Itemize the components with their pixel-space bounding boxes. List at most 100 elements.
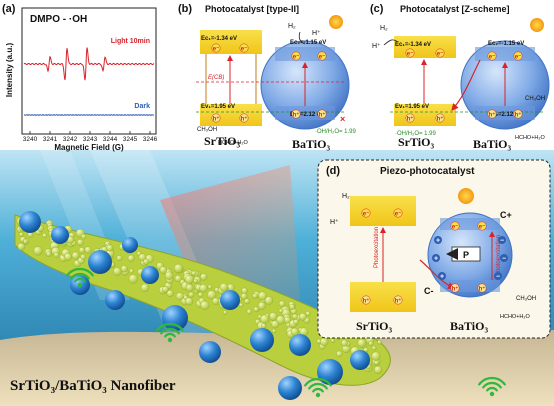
batio3-label: BaTiO₃ [292,137,330,151]
panel-d: (d) Piezo-photocatalyst Photoexcitation … [317,159,551,339]
panel-d-label: (d) [326,165,340,177]
fiber-grain [271,320,280,329]
x-tick-label: 3241 [43,136,58,143]
hole-marker [477,283,487,293]
batio3-particle [88,250,112,274]
piezo-signal-icon [66,267,94,288]
oh-potential-label: ·OH/H₂O= 1.99 [395,131,437,137]
fiber-grain [207,290,217,300]
electron-label: e⁻ [515,54,522,60]
fiber-grain [284,316,291,324]
ev2-label: Eᴠ₂=2.12 eV [290,112,324,118]
signal-dot [77,282,83,288]
signal-arc [164,332,176,338]
fiber-grain [241,287,248,294]
panel-a-label: (a) [2,3,16,15]
z-scheme-recombination-arrow [451,59,481,111]
fiber-grain [340,339,348,347]
panel-a-bg [0,0,162,150]
electron-label: e⁻ [363,211,370,217]
panel-a-xlabel: Magnetic Field (G) [54,143,124,152]
oh-potential-label: ·OH/H₂O= 1.99 [315,129,357,135]
signal-arc [160,327,180,335]
fiber-grain [106,244,114,252]
hole-marker [450,283,460,293]
batio3-label: BaTiO₃ [473,137,511,151]
fiber-grain [200,273,208,281]
fiber-grain [64,252,72,261]
hole-marker [361,295,371,305]
signal-arc [482,381,502,389]
fiber-grain [199,284,208,293]
hole-label: h⁺ [395,297,402,304]
fiber-grain [173,263,184,273]
fiber-grain [330,338,335,343]
fiber-grain [261,323,267,329]
fiber-grain [371,351,381,361]
h2-evolution-arrow [298,31,306,45]
hole-marker [405,113,415,123]
batio3-conduction-band [475,47,535,61]
electron-marker [405,48,415,58]
electron-marker [211,43,221,53]
scene-caption: SrTiO₃/BaTiO₃ Nanofiber [10,378,176,394]
fiber-grain [207,284,213,290]
electron-label: e⁻ [319,54,326,60]
surface-charge-label: + [440,274,444,281]
signal-arc [156,322,184,332]
panel-d-title: Piezo-photocatalyst [380,166,475,177]
fiber-grain [305,311,311,317]
fiber-grain [185,283,194,292]
fiber-grain [78,247,86,254]
fiber-grain [71,251,80,260]
fiber-grain [188,291,195,298]
fiber-grain [33,246,43,256]
fiber-grain [374,365,383,374]
fiber-grain [260,314,270,324]
ec2-label: Eᴄ₂=-1.15 eV [488,41,524,47]
panel-c-label: (c) [370,3,384,15]
hole-label: h⁺ [293,111,300,118]
hole-label: h⁺ [479,285,486,292]
hole-label: h⁺ [489,111,496,118]
fiber-grain [264,296,274,305]
fiber-grain [219,282,229,292]
fiber-grain [258,291,267,301]
fiber-grain [81,234,87,240]
product-label: HCHO+H₂O [218,140,249,146]
batio3-particle [141,266,159,284]
panel-a-ylabel: Intensity (a.u.) [5,43,14,98]
hole-label: h⁺ [213,115,220,122]
signal-dot [167,337,173,343]
batio3-particle [162,305,188,331]
electron-marker [239,43,249,53]
fiber-grain [257,301,266,310]
sand-floor [0,330,554,406]
fiber-grain [212,297,220,305]
fiber-grain [292,313,298,320]
fiber-grain [174,275,182,283]
srtio3-label: SrTiO₃ [398,135,434,149]
x-tick-label: 3240 [23,136,38,143]
fiber-grain [23,239,28,244]
hole-label: h⁺ [437,115,444,122]
fiber-grain [175,292,184,301]
charge-transfer-arrow [419,259,456,289]
fiber-grain [42,233,48,238]
fiber-grain [377,339,382,345]
fiber-grain [185,297,194,306]
fiber-grain [166,289,174,298]
polarization-label: P [463,250,469,260]
srtio3-label: SrTiO₃ [204,134,240,148]
x-tick-label: 3245 [123,136,138,143]
surface-charge-marker [432,254,440,262]
batio3-particle [199,341,221,363]
fiber-grain [143,258,150,265]
srtio3-conduction-band [350,196,416,226]
c-plus-label: C+ [500,210,512,220]
fiber-grain [289,304,296,310]
fiber-grain [80,254,86,260]
photoexcitation-label: Photoexcitation [496,235,502,276]
electron-label: e⁻ [395,211,402,217]
fiber-grain [252,293,258,299]
